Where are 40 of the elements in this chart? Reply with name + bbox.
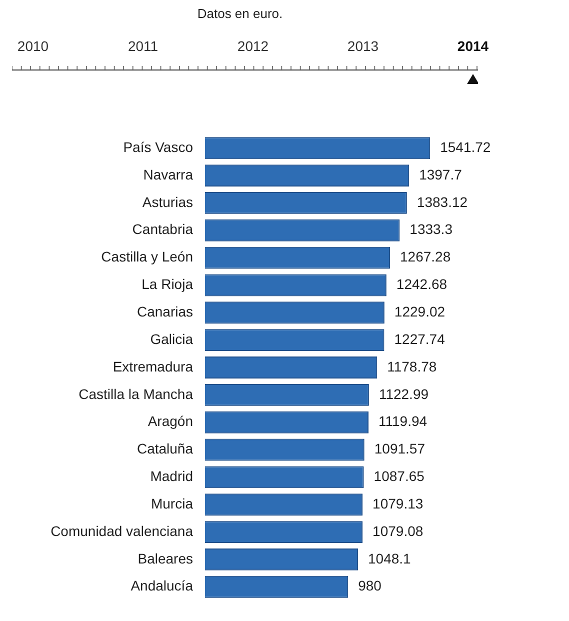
y-tick-label: Comunidad valenciana	[50, 522, 194, 539]
chart-title: Datos en euro.	[196, 6, 284, 21]
y-tick-label: Extremadura	[112, 358, 194, 374]
text: 2013	[347, 38, 379, 54]
data-label: 1267.28	[400, 248, 451, 265]
y-tick-label: Baleares	[138, 550, 193, 566]
y-tick-label: Canarias	[136, 304, 193, 320]
data-label: 1227.74	[394, 330, 446, 347]
data-label: 1119.94	[378, 413, 428, 430]
y-tick-label: Asturias	[142, 194, 193, 210]
data-label: 1122.99	[378, 386, 429, 402]
data-label: 1333.3	[410, 221, 453, 238]
data-label: 980	[358, 578, 382, 594]
y-tick-label: Andalucía	[130, 578, 194, 594]
y-tick-label: Galicia	[150, 330, 194, 347]
y-tick-label: Cataluña	[136, 440, 194, 457]
data-label: 1397.7	[419, 166, 462, 182]
y-tick-label: Castilla y León	[101, 248, 193, 265]
data-label: 1087.65	[374, 468, 425, 484]
text: 2011	[128, 38, 158, 54]
data-label: 1079.13	[372, 495, 424, 512]
data-label: 1079.08	[372, 522, 424, 539]
y-tick-label: Cantabria	[132, 221, 194, 238]
y-tick-label: País Vasco	[123, 138, 194, 155]
text: 2014	[457, 38, 489, 54]
data-label: 1091.57	[374, 440, 426, 457]
y-tick-label: La Rioja	[142, 276, 194, 292]
y-tick-label: Murcia	[150, 495, 194, 512]
text: 2012	[237, 38, 269, 54]
data-label: 1541.72	[440, 138, 491, 155]
y-tick-label: Aragón	[148, 413, 193, 430]
data-label: 1242.68	[396, 276, 448, 292]
y-tick-label: Castilla la Mancha	[78, 386, 194, 402]
y-tick-label: Navarra	[143, 166, 194, 182]
data-label: 1229.02	[394, 304, 446, 320]
data-label: 1048.1	[368, 550, 412, 566]
y-tick-label: Madrid	[150, 468, 193, 484]
data-label: 1383.12	[416, 194, 468, 210]
data-label: 1178.78	[387, 358, 437, 374]
text: 2010	[17, 38, 49, 54]
